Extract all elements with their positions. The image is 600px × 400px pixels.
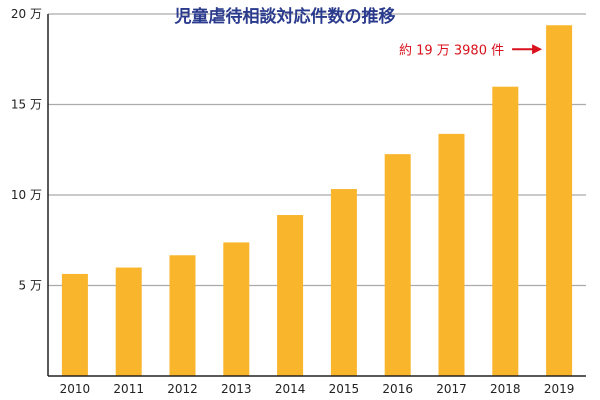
chart-title: 児童虐待相談対応件数の推移: [174, 6, 396, 27]
bar: [546, 25, 573, 376]
x-tick-label: 2014: [275, 382, 306, 396]
y-tick-label: 15 万: [11, 98, 42, 112]
bar: [277, 215, 304, 376]
x-tick-label: 2015: [329, 382, 360, 396]
y-tick-label: 10 万: [11, 188, 42, 202]
bar: [438, 133, 465, 376]
x-tick-label: 2013: [221, 382, 252, 396]
x-tick-label: 2010: [60, 382, 91, 396]
x-tick-label: 2017: [436, 382, 467, 396]
bar: [384, 154, 411, 376]
axes: [47, 14, 586, 377]
bar: [330, 189, 357, 376]
x-tick-label: 2019: [544, 382, 575, 396]
bar: [492, 86, 519, 376]
y-tick-label: 5 万: [19, 279, 42, 293]
annotation-arrow-head: [532, 44, 543, 55]
x-tick-label: 2018: [490, 382, 521, 396]
bar: [223, 242, 250, 376]
x-tick-labels: 2010 2011 2012 2013 2014 2015 2016 2017 2018 2019: [60, 382, 575, 396]
x-tick-label: 2011: [113, 382, 144, 396]
annotation: 約 19 万 3980 件: [399, 43, 543, 58]
x-tick-label: 2012: [167, 382, 198, 396]
bar: [61, 273, 88, 376]
bar: [169, 255, 196, 376]
y-tick-label: 20 万: [11, 7, 42, 21]
annotation-label: 約 19 万 3980 件: [399, 43, 504, 58]
bars: [61, 25, 573, 376]
y-tick-labels: 5 万 10 万 15 万 20 万: [11, 7, 42, 293]
bar: [115, 267, 142, 376]
x-tick-label: 2016: [382, 382, 413, 396]
